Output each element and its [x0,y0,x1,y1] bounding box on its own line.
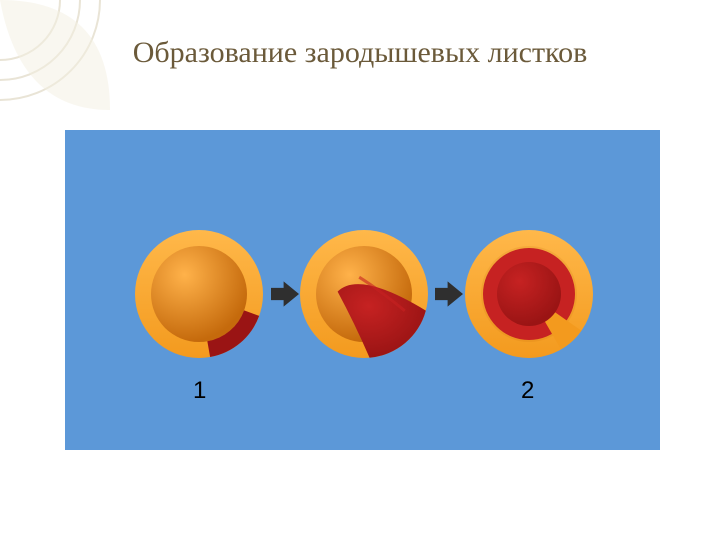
stage-2-cell [300,230,428,358]
arrow-icon [271,281,299,306]
diagram-svg: 12 [65,130,660,450]
title-text: Образование зародышевых листков [133,36,588,69]
stage-label: 1 [193,377,206,404]
page-title: Образование зародышевых листков [0,36,720,70]
diagram-panel: 12 [65,130,660,450]
stage-3-cell [465,230,593,358]
arrow-icon [435,281,463,306]
stage-1-cell [135,230,263,358]
stage-label: 2 [521,377,534,404]
